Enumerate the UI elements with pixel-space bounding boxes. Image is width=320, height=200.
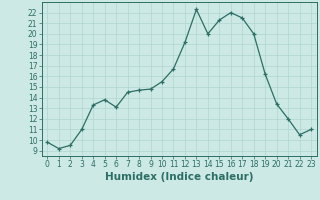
X-axis label: Humidex (Indice chaleur): Humidex (Indice chaleur) [105, 172, 253, 182]
